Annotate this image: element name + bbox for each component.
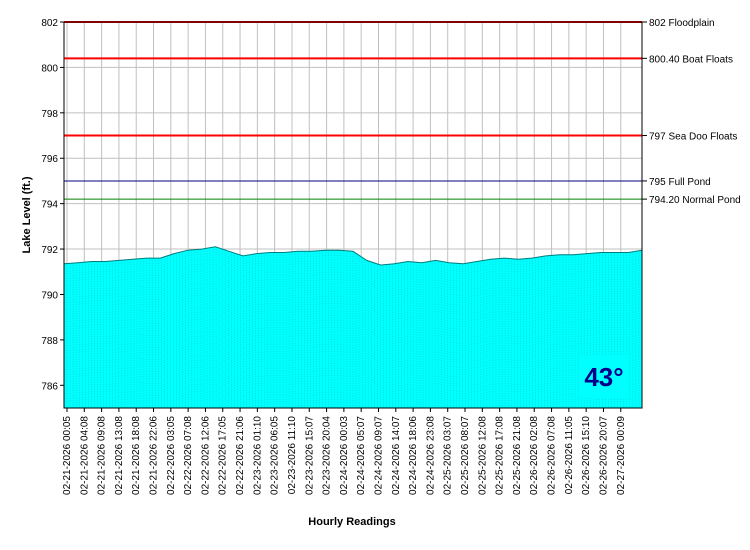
reference-label: 797 Sea Doo Floats xyxy=(649,132,737,143)
x-tick-label: 02-22-2026 21:06 xyxy=(235,416,246,495)
reference-label: 800.40 Boat Floats xyxy=(649,54,733,65)
x-tick-label: 02-21-2026 22:06 xyxy=(149,416,160,495)
x-tick-label: 02-22-2026 07:08 xyxy=(183,416,194,495)
y-tick-label: 796 xyxy=(41,154,58,165)
y-tick-label: 786 xyxy=(41,381,58,392)
x-tick-label: 02-26-2026 11:05 xyxy=(564,416,575,495)
x-tick-label: 02-24-2026 00:03 xyxy=(339,416,350,495)
y-tick-label: 800 xyxy=(41,63,58,74)
x-tick-label: 02-22-2026 03:05 xyxy=(166,416,177,495)
x-tick-label: 02-26-2026 15:10 xyxy=(581,416,592,495)
y-tick-label: 792 xyxy=(41,245,58,256)
x-tick-label: 02-21-2026 13:08 xyxy=(114,416,125,495)
y-tick-label: 790 xyxy=(41,290,58,301)
y-tick-label: 788 xyxy=(41,336,58,347)
area-fill xyxy=(64,246,642,408)
x-tick-label: 02-26-2026 20:07 xyxy=(598,416,609,495)
area-series xyxy=(63,246,643,408)
plot-frame xyxy=(63,21,643,409)
x-tick-label: 02-23-2026 20:04 xyxy=(322,416,333,495)
x-tick-label: 02-24-2026 09:07 xyxy=(373,416,384,495)
x-tick-label: 02-24-2026 14:07 xyxy=(391,416,402,495)
x-tick-label: 02-21-2026 09:08 xyxy=(97,416,108,495)
x-tick-label: 02-21-2026 00:05 xyxy=(62,416,73,495)
x-tick-label: 02-22-2026 12:06 xyxy=(200,416,211,495)
x-tick-label: 02-25-2026 21:08 xyxy=(512,416,523,495)
reference-label: 795 Full Pond xyxy=(649,177,711,188)
temperature-value: 43° xyxy=(584,361,624,392)
x-tick-label: 02-23-2026 01:10 xyxy=(252,416,263,495)
x-tick-label: 02-25-2026 12:08 xyxy=(477,416,488,495)
x-tick-label: 02-25-2026 08:07 xyxy=(460,416,471,495)
x-axis-title: Hourly Readings xyxy=(308,516,395,528)
reference-label: 794.20 Normal Pond xyxy=(649,195,741,206)
y-tick-label: 802 xyxy=(41,18,58,29)
x-tick-label: 02-21-2026 04:08 xyxy=(79,416,90,495)
x-tick-label: 02-24-2026 23:08 xyxy=(425,416,436,495)
x-tick-label: 02-22-2026 17:05 xyxy=(218,416,229,495)
x-tick-label: 02-27-2026 00:09 xyxy=(616,416,627,495)
x-tick-label: 02-24-2026 18:06 xyxy=(408,416,419,495)
x-tick-label: 02-25-2026 17:08 xyxy=(495,416,506,495)
x-axis-ticks: 02-21-2026 00:05 02-21-2026 04:08 02-21-20… xyxy=(62,408,627,495)
y-tick-label: 794 xyxy=(41,200,58,211)
x-tick-label: 02-26-2026 02:08 xyxy=(529,416,540,495)
reference-label: 802 Floodplain xyxy=(649,18,715,29)
x-tick-label: 02-23-2026 06:05 xyxy=(270,416,281,495)
x-tick-label: 02-23-2026 15:07 xyxy=(304,416,315,495)
reference-lines: 802 Floodplain 800.40 Boat Floats 797 Sea … xyxy=(64,18,741,206)
y-axis-title: Lake Level (ft.) xyxy=(21,176,33,253)
temperature-badge: 43° xyxy=(579,356,629,398)
x-tick-label: 02-23-2026 11:10 xyxy=(287,416,298,495)
x-tick-label: 02-24-2026 05:07 xyxy=(356,416,367,495)
series-line xyxy=(63,246,643,266)
x-tick-label: 02-26-2026 07:08 xyxy=(547,416,558,495)
x-tick-label: 02-25-2026 03:07 xyxy=(443,416,454,495)
y-tick-label: 798 xyxy=(41,109,58,120)
x-tick-label: 02-21-2026 18:08 xyxy=(131,416,142,495)
y-axis-ticks: 786 788 790 792 794 796 798 800 802 xyxy=(41,18,64,392)
